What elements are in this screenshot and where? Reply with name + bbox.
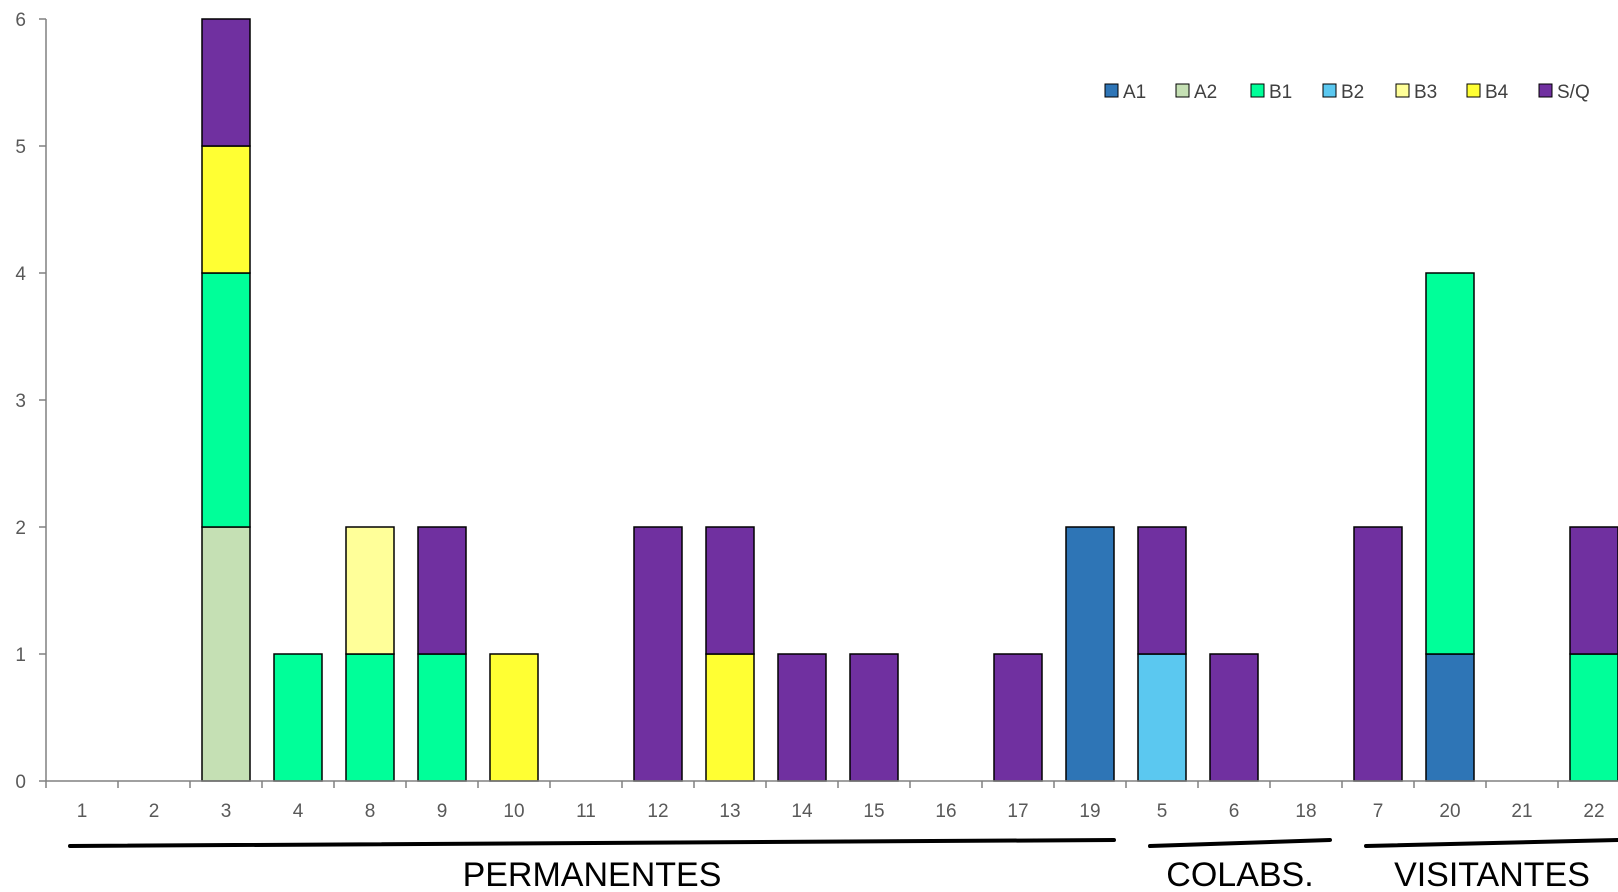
legend-swatch-a2 [1175, 83, 1190, 98]
bar-segment-sq-cat-7 [1353, 526, 1403, 782]
y-tick-label: 2 [15, 518, 26, 539]
bar-segment-b2-cat-5 [1137, 653, 1187, 782]
x-tick-label: 21 [1511, 801, 1532, 822]
legend-label-b1: B1 [1269, 82, 1292, 103]
x-tick-label: 5 [1157, 801, 1168, 822]
bars-layer [201, 18, 1618, 782]
bar-segment-b1-cat-9 [417, 653, 467, 782]
group-bracket-permanentes [68, 838, 1116, 848]
legend-label-a1: A1 [1123, 82, 1146, 103]
x-tick-label: 19 [1079, 801, 1100, 822]
bar-segment-sq-cat-17 [993, 653, 1043, 782]
x-tick-label: 18 [1295, 801, 1316, 822]
y-tick-label: 3 [15, 391, 26, 412]
x-tick-label: 13 [719, 801, 740, 822]
legend-label-sq: S/Q [1557, 82, 1590, 103]
legend-label-a2: A2 [1194, 82, 1217, 103]
x-tick-label: 16 [935, 801, 956, 822]
legend-swatch-b1 [1250, 83, 1265, 98]
bar-segment-b4-cat-10 [489, 653, 539, 782]
legend-swatch-b4 [1466, 83, 1481, 98]
x-tick-label: 9 [437, 801, 448, 822]
legend-swatch-b3 [1395, 83, 1410, 98]
x-tick-label: 11 [576, 801, 596, 822]
x-tick-label: 17 [1007, 801, 1028, 822]
bar-segment-sq-cat-14 [777, 653, 827, 782]
x-tick-label: 14 [791, 801, 813, 822]
legend-label-b3: B3 [1414, 82, 1437, 103]
legend-swatch-b2 [1322, 83, 1337, 98]
legend-swatch-sq [1538, 83, 1553, 98]
bar-segment-sq-cat-13 [705, 526, 755, 655]
x-tick-label: 6 [1229, 801, 1240, 822]
legend-label-b2: B2 [1341, 82, 1364, 103]
x-tick-label: 22 [1583, 801, 1604, 822]
group-bracket-visitantes [1364, 838, 1618, 848]
y-tick-label: 4 [15, 264, 26, 285]
bar-segment-b4-cat-13 [705, 653, 755, 782]
y-tick-label: 6 [15, 10, 26, 31]
bar-segment-b4-cat-3 [201, 145, 251, 274]
bar-segment-b1-cat-8 [345, 653, 395, 782]
bar-segment-a1-cat-19 [1065, 526, 1115, 782]
bar-segment-a1-cat-20 [1425, 653, 1475, 782]
x-tick-label: 10 [503, 801, 524, 822]
bar-segment-b1-cat-20 [1425, 272, 1475, 655]
bar-segment-sq-cat-6 [1209, 653, 1259, 782]
bar-segment-b1-cat-22 [1569, 653, 1618, 782]
x-tick-label: 15 [863, 801, 884, 822]
bar-segment-sq-cat-3 [201, 18, 251, 147]
group-bracket-colabs [1148, 838, 1332, 848]
bar-segment-sq-cat-5 [1137, 526, 1187, 655]
group-brackets: PERMANENTES COLABS. VISITANTES [68, 838, 1618, 892]
bar-segment-sq-cat-9 [417, 526, 467, 655]
bar-segment-b1-cat-4 [273, 653, 323, 782]
x-tick-label: 12 [647, 801, 668, 822]
legend-swatch-a1 [1104, 83, 1119, 98]
y-tick-label: 1 [15, 645, 26, 666]
group-label-visitantes: VISITANTES [1394, 856, 1590, 892]
bar-segment-b1-cat-3 [201, 272, 251, 528]
x-tick-label: 7 [1373, 801, 1384, 822]
bar-segment-a2-cat-3 [201, 526, 251, 782]
bar-segment-b3-cat-8 [345, 526, 395, 655]
bar-segment-sq-cat-12 [633, 526, 683, 782]
y-tick-label: 0 [15, 772, 26, 793]
x-tick-label: 2 [149, 801, 160, 822]
legend: A1 A2 B1 B2 B3 B4 S/Q [1104, 82, 1590, 103]
y-tick-label: 5 [15, 137, 26, 158]
x-tick-label: 1 [77, 801, 88, 822]
group-label-colabs: COLABS. [1166, 856, 1313, 892]
group-label-permanentes: PERMANENTES [463, 856, 722, 892]
x-tick-label: 20 [1439, 801, 1460, 822]
bar-segment-sq-cat-22 [1569, 526, 1618, 655]
x-tick-label: 3 [221, 801, 232, 822]
legend-label-b4: B4 [1485, 82, 1509, 103]
bar-segment-sq-cat-15 [849, 653, 899, 782]
x-tick-label: 8 [365, 801, 376, 822]
x-tick-label: 4 [293, 801, 304, 822]
